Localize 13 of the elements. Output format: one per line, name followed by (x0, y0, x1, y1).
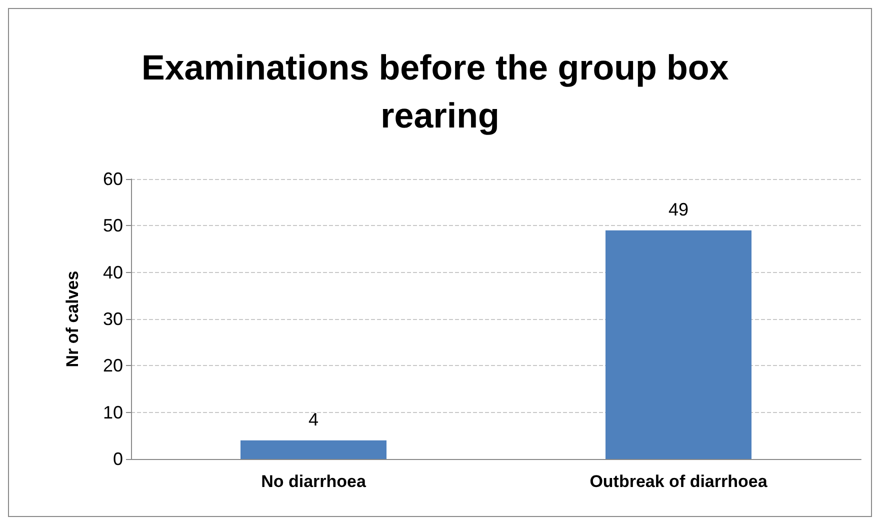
y-tick-label: 20 (102, 356, 123, 376)
y-axis-title: Nr of calves (63, 270, 82, 368)
y-tick-label: 30 (102, 309, 123, 329)
chart-title: Examinations before the group box rearing (141, 48, 739, 136)
y-tick-label: 60 (102, 169, 123, 189)
y-tick-label: 0 (112, 449, 123, 469)
data-label: 4 (308, 409, 319, 430)
x-tick-label: Outbreak of diarrhoea (590, 472, 768, 491)
y-tick-label: 10 (102, 402, 123, 422)
y-tick-label: 40 (102, 262, 123, 282)
data-label: 49 (668, 199, 689, 220)
x-tick-label: No diarrhoea (261, 472, 366, 491)
y-tick-label: 50 (102, 216, 123, 236)
